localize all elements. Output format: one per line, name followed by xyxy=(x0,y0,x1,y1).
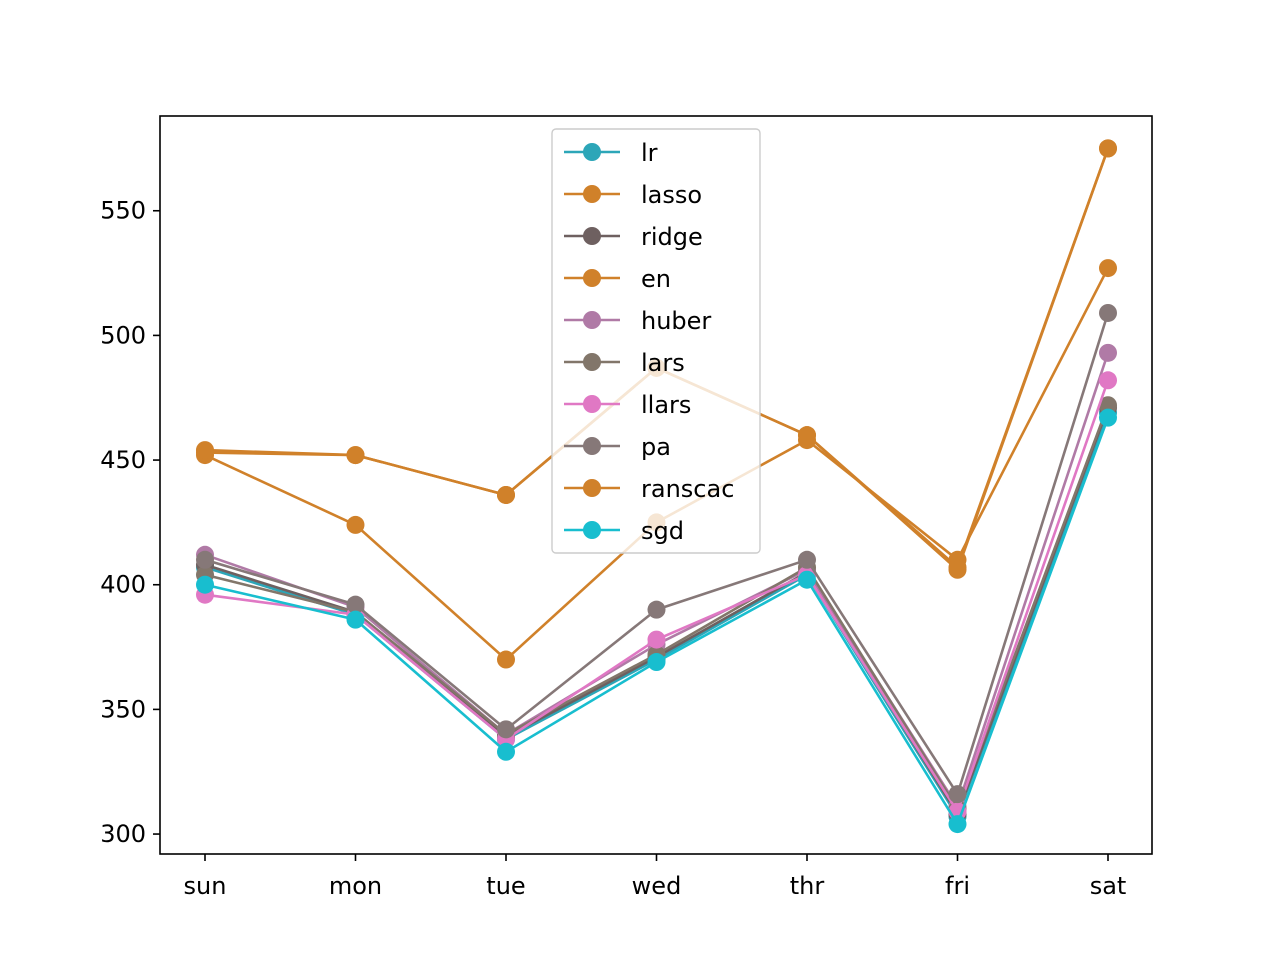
legend-label: en xyxy=(641,265,671,293)
data-point xyxy=(346,446,365,465)
legend-swatch-marker xyxy=(583,269,601,287)
legend-swatch-marker xyxy=(583,437,601,455)
legend-label: ranscac xyxy=(641,475,734,503)
data-point xyxy=(196,550,214,569)
legend-swatch-marker xyxy=(583,227,601,245)
y-tick-label: 450 xyxy=(100,446,146,474)
data-point xyxy=(346,515,365,534)
legend-item-ridge: ridge xyxy=(564,223,703,251)
legend-label: pa xyxy=(641,433,671,461)
data-point xyxy=(1099,303,1117,322)
x-tick-label: wed xyxy=(632,872,682,900)
legend-item-lasso: lasso xyxy=(564,181,702,209)
legend-swatch-marker xyxy=(583,185,601,203)
legend: lr lasso ridge en huber lars llars pa ranscac sgd xyxy=(551,128,761,554)
legend-swatch-marker xyxy=(583,143,601,161)
data-point xyxy=(1099,139,1117,158)
legend-swatch-marker xyxy=(583,479,601,497)
y-tick-label: 500 xyxy=(100,321,146,349)
x-tick-label: thr xyxy=(790,872,825,900)
data-point xyxy=(1099,343,1117,362)
legend-item-pa: pa xyxy=(564,433,671,461)
legend-item-huber: huber xyxy=(564,307,711,335)
legend-label: lasso xyxy=(641,181,702,209)
data-point xyxy=(798,570,816,589)
legend-swatch-marker xyxy=(583,311,601,329)
x-tick-label: tue xyxy=(486,872,525,900)
data-point xyxy=(196,441,214,460)
data-point xyxy=(497,485,515,504)
y-axis: 300 350 400 450 500 550 xyxy=(100,197,160,848)
x-axis: sun mon tue wed thr fri sat xyxy=(184,854,1127,900)
legend-label: ridge xyxy=(641,223,703,251)
y-tick-label: 400 xyxy=(100,571,146,599)
legend-label: lr xyxy=(641,139,658,167)
legend-label: sgd xyxy=(641,517,684,545)
x-tick-label: mon xyxy=(329,872,382,900)
data-point xyxy=(196,575,214,594)
legend-label: llars xyxy=(641,391,691,419)
series-sgd xyxy=(196,408,1117,834)
data-point xyxy=(497,650,515,669)
data-point xyxy=(948,560,967,579)
data-point xyxy=(647,600,666,619)
legend-item-llars: llars xyxy=(564,391,691,419)
legend-label: huber xyxy=(641,307,711,335)
data-point xyxy=(1099,371,1117,390)
x-tick-label: sat xyxy=(1090,872,1127,900)
data-point xyxy=(346,610,365,629)
data-point xyxy=(497,742,515,761)
data-point xyxy=(1099,396,1117,415)
data-point xyxy=(647,653,666,672)
data-point xyxy=(1099,259,1117,278)
data-point xyxy=(346,595,365,614)
legend-item-ranscac: ranscac xyxy=(564,475,734,503)
legend-swatch-marker xyxy=(583,353,601,371)
data-point xyxy=(497,720,515,739)
legend-item-sgd: sgd xyxy=(564,517,684,545)
x-tick-label: sun xyxy=(184,872,227,900)
legend-swatch-marker xyxy=(583,395,601,413)
data-point xyxy=(1099,408,1117,427)
plot-frame xyxy=(159,115,1153,855)
data-point xyxy=(647,630,666,649)
series-pa xyxy=(196,303,1117,804)
y-tick-label: 300 xyxy=(100,820,146,848)
data-point xyxy=(798,550,816,569)
legend-item-lr: lr xyxy=(564,139,658,167)
legend-item-en: en xyxy=(564,265,671,293)
x-tick-label: fri xyxy=(945,872,970,900)
legend-label: lars xyxy=(641,349,685,377)
y-tick-label: 550 xyxy=(100,197,146,225)
legend-item-lars: lars xyxy=(564,349,685,377)
data-point xyxy=(948,785,967,804)
y-tick-label: 350 xyxy=(100,695,146,723)
data-point xyxy=(948,815,967,834)
data-point xyxy=(798,426,816,445)
legend-swatch-marker xyxy=(583,521,601,539)
